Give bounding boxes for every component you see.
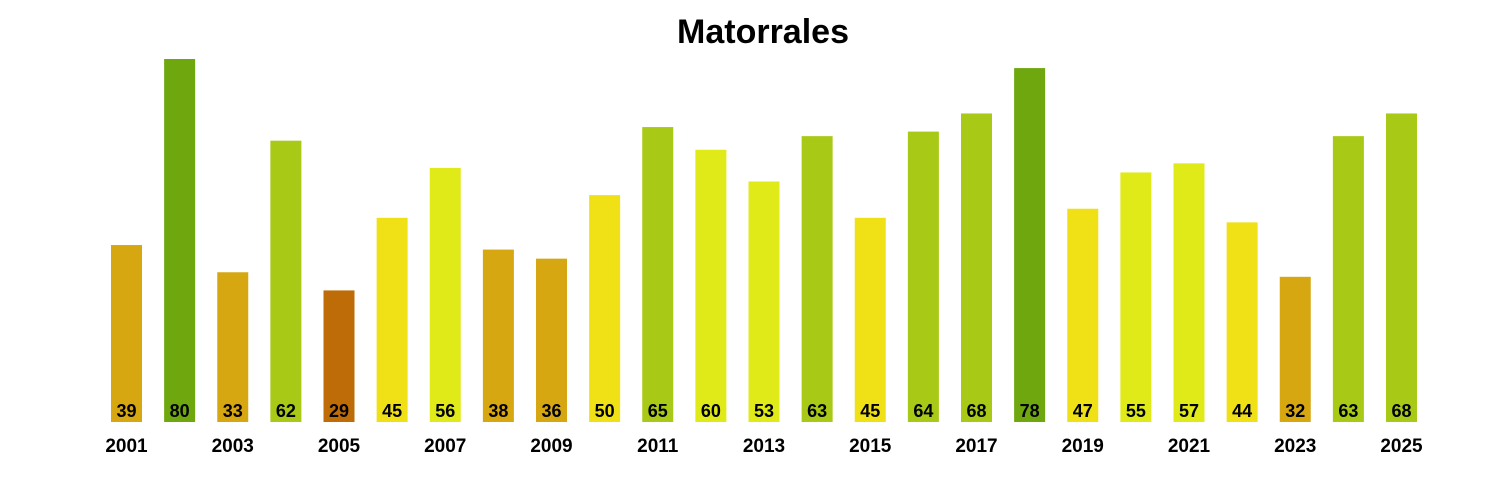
value-label-2002: 80 <box>170 401 190 421</box>
x-axis-ticks: 2001 2003 2005 2007 2009 2011 2013 2015 2017 2019… <box>105 436 1423 457</box>
x-tick-label-2021: 2021 <box>1168 436 1211 457</box>
value-label-2012: 60 <box>701 401 721 421</box>
value-label-2018: 78 <box>1020 401 1040 421</box>
value-label-2022: 44 <box>1232 401 1252 421</box>
bar-2011 <box>642 127 674 422</box>
bar-2016 <box>907 131 939 422</box>
bar-2022 <box>1226 222 1258 422</box>
bars-group <box>111 59 1417 423</box>
value-label-2011: 65 <box>648 401 668 421</box>
bar-2025 <box>1386 113 1417 422</box>
value-label-2015: 45 <box>860 401 880 421</box>
bar-2003 <box>217 272 249 422</box>
bar-2013 <box>748 181 780 422</box>
bar-2010 <box>589 195 621 422</box>
bar-2015 <box>854 217 886 422</box>
x-tick-label-2009: 2009 <box>530 436 572 457</box>
x-tick-label-2007: 2007 <box>424 436 466 457</box>
x-tick-label-2015: 2015 <box>849 436 892 457</box>
bar-2001 <box>111 245 142 422</box>
bar-2020 <box>1120 172 1152 422</box>
value-label-2024: 63 <box>1338 401 1358 421</box>
value-label-2010: 50 <box>595 401 615 421</box>
x-tick-label-2017: 2017 <box>955 436 997 457</box>
x-tick-label-2011: 2011 <box>637 436 679 457</box>
value-label-2009: 36 <box>541 401 561 421</box>
value-label-2008: 38 <box>488 401 508 421</box>
value-label-2025: 68 <box>1391 401 1411 421</box>
chart-title: Matorrales <box>677 13 849 51</box>
value-label-2013: 53 <box>754 401 774 421</box>
bar-2024 <box>1332 136 1364 422</box>
bar-2008 <box>482 249 514 422</box>
x-tick-label-2005: 2005 <box>318 436 361 457</box>
value-label-2019: 47 <box>1073 401 1093 421</box>
value-label-2023: 32 <box>1285 401 1305 421</box>
bar-2023 <box>1279 276 1311 422</box>
bar-2014 <box>801 136 833 422</box>
value-label-2017: 68 <box>966 401 986 421</box>
bar-2007 <box>429 167 461 422</box>
value-label-2001: 39 <box>116 401 136 421</box>
bar-2021 <box>1173 163 1205 423</box>
x-tick-label-2013: 2013 <box>743 436 785 457</box>
value-label-2016: 64 <box>913 401 933 421</box>
value-label-2007: 56 <box>435 401 455 421</box>
x-tick-label-2025: 2025 <box>1380 436 1423 457</box>
value-label-2005: 29 <box>329 401 349 421</box>
value-labels-group: 39 80 33 62 29 45 56 38 36 50 65 60 53 63 45 64 68 78 47 55… <box>116 401 1411 421</box>
x-tick-label-2001: 2001 <box>105 436 148 457</box>
x-tick-label-2019: 2019 <box>1062 436 1104 457</box>
bar-2009 <box>536 258 567 422</box>
bar-2004 <box>270 140 302 422</box>
bar-2002 <box>164 59 196 422</box>
bar-2012 <box>695 149 727 422</box>
value-label-2014: 63 <box>807 401 827 421</box>
bar-2006 <box>376 217 408 422</box>
value-label-2003: 33 <box>223 401 243 421</box>
bar-2017 <box>961 113 992 422</box>
bar-2019 <box>1067 208 1099 422</box>
value-label-2004: 62 <box>276 401 296 421</box>
bar-2018 <box>1014 68 1046 422</box>
x-tick-label-2023: 2023 <box>1274 436 1316 457</box>
bar-2005 <box>323 290 355 422</box>
x-tick-label-2003: 2003 <box>212 436 254 457</box>
value-label-2020: 55 <box>1126 401 1146 421</box>
value-label-2006: 45 <box>382 401 402 421</box>
value-label-2021: 57 <box>1179 401 1199 421</box>
